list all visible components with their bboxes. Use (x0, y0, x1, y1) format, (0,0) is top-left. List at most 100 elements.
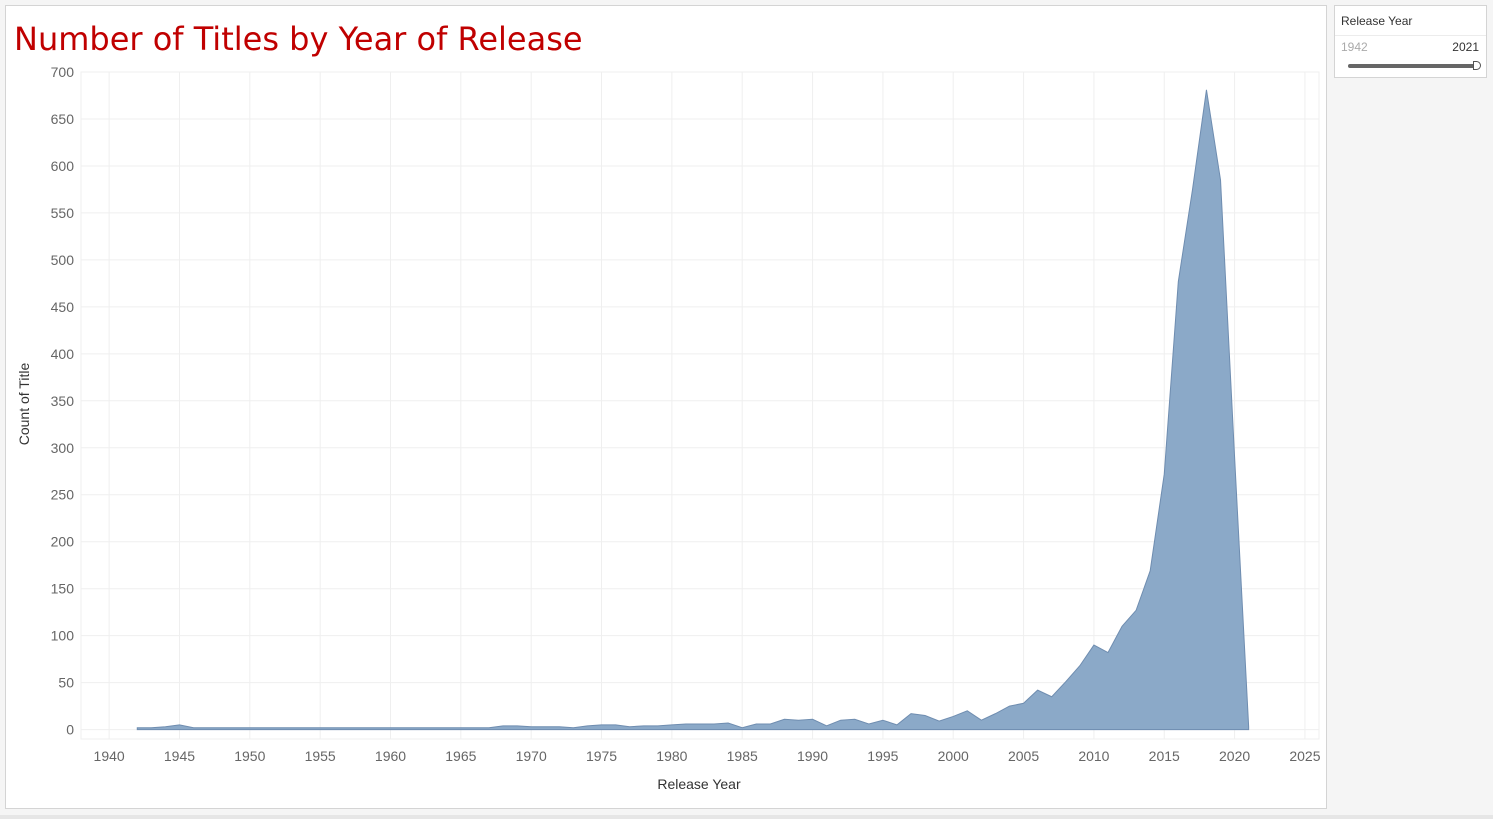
data-point[interactable] (669, 722, 675, 728)
data-point[interactable] (1232, 454, 1238, 460)
data-point[interactable] (1175, 278, 1181, 284)
data-point[interactable] (162, 724, 168, 730)
data-point[interactable] (880, 717, 886, 723)
y-tick-label: 350 (51, 393, 75, 409)
data-point[interactable] (345, 725, 351, 731)
data-point[interactable] (1105, 650, 1111, 656)
data-point[interactable] (781, 716, 787, 722)
x-tick-label: 1985 (727, 748, 758, 764)
data-point[interactable] (1147, 568, 1153, 574)
data-point[interactable] (191, 725, 197, 731)
data-point[interactable] (950, 713, 956, 719)
data-point[interactable] (978, 717, 984, 723)
data-point[interactable] (458, 725, 464, 731)
data-point[interactable] (838, 717, 844, 723)
chart-title: Number of Titles by Year of Release (14, 20, 583, 58)
data-point[interactable] (683, 721, 689, 727)
data-point[interactable] (824, 723, 830, 729)
data-point[interactable] (964, 708, 970, 714)
range-slider-track[interactable] (1348, 64, 1476, 68)
data-point[interactable] (599, 722, 605, 728)
data-point[interactable] (416, 725, 422, 731)
data-point[interactable] (247, 725, 253, 731)
data-point[interactable] (739, 725, 745, 731)
y-tick-label: 0 (66, 722, 74, 738)
data-point[interactable] (233, 725, 239, 731)
data-point[interactable] (584, 723, 590, 729)
x-tick-label: 1990 (797, 748, 828, 764)
data-point[interactable] (1161, 471, 1167, 477)
data-point[interactable] (556, 724, 562, 730)
data-point[interactable] (936, 718, 942, 724)
data-point[interactable] (1091, 642, 1097, 648)
data-point[interactable] (430, 725, 436, 731)
data-point[interactable] (1189, 187, 1195, 193)
data-point[interactable] (1035, 687, 1041, 693)
data-point[interactable] (205, 725, 211, 731)
data-point[interactable] (908, 711, 914, 717)
data-point[interactable] (486, 725, 492, 731)
data-point[interactable] (1063, 679, 1069, 685)
data-point[interactable] (655, 723, 661, 729)
data-point[interactable] (1246, 724, 1252, 730)
data-point[interactable] (1077, 663, 1083, 669)
filter-min-value: 1942 (1341, 40, 1368, 54)
data-point[interactable] (134, 725, 140, 731)
data-point[interactable] (1133, 607, 1139, 613)
data-point[interactable] (261, 725, 267, 731)
data-point[interactable] (641, 723, 647, 729)
data-point[interactable] (402, 725, 408, 731)
data-point[interactable] (767, 721, 773, 727)
data-point[interactable] (852, 716, 858, 722)
data-point[interactable] (1021, 700, 1027, 706)
range-slider-handle-icon[interactable] (1473, 61, 1481, 70)
data-point[interactable] (331, 725, 337, 731)
data-point[interactable] (373, 725, 379, 731)
data-point[interactable] (219, 725, 225, 731)
data-point[interactable] (359, 725, 365, 731)
data-point[interactable] (753, 721, 759, 727)
data-point[interactable] (303, 725, 309, 731)
data-point[interactable] (1218, 177, 1224, 183)
x-axis-ticks: 1940 1945 1950 1955 1960 1965 1970 1975 1980 1985… (94, 748, 1321, 764)
data-point[interactable] (810, 716, 816, 722)
data-point[interactable] (627, 724, 633, 730)
data-point[interactable] (711, 721, 717, 727)
data-point[interactable] (795, 717, 801, 723)
data-point[interactable] (1049, 694, 1055, 700)
data-point[interactable] (275, 725, 281, 731)
data-point[interactable] (500, 723, 506, 729)
x-tick-label: 2020 (1219, 748, 1250, 764)
data-point[interactable] (570, 725, 576, 731)
data-point[interactable] (528, 724, 534, 730)
data-point[interactable] (1119, 623, 1125, 629)
data-point[interactable] (317, 725, 323, 731)
y-tick-label: 200 (51, 534, 75, 550)
data-point[interactable] (866, 721, 872, 727)
data-point[interactable] (922, 713, 928, 719)
area-series[interactable] (136, 89, 1250, 731)
data-point[interactable] (992, 711, 998, 717)
data-point[interactable] (894, 722, 900, 728)
x-tick-label: 1970 (516, 748, 547, 764)
y-tick-label: 400 (51, 346, 75, 362)
data-point[interactable] (1007, 703, 1013, 709)
release-year-filter[interactable]: Release Year 1942 2021 (1334, 5, 1487, 78)
data-point[interactable] (542, 724, 548, 730)
data-point[interactable] (388, 725, 394, 731)
data-point[interactable] (176, 722, 182, 728)
data-point[interactable] (1203, 87, 1209, 93)
data-point[interactable] (697, 721, 703, 727)
data-point[interactable] (725, 720, 731, 726)
bottom-scrollbar (0, 815, 1493, 819)
y-tick-label: 600 (51, 158, 75, 174)
x-tick-label: 1960 (375, 748, 406, 764)
data-point[interactable] (613, 722, 619, 728)
data-point[interactable] (289, 725, 295, 731)
data-point[interactable] (148, 725, 154, 731)
area-chart[interactable]: 0 50 100 150 200 250 300 350 400 450 500 550 600 650 7… (6, 6, 1328, 810)
data-point[interactable] (444, 725, 450, 731)
data-point[interactable] (514, 723, 520, 729)
filter-title: Release Year (1335, 6, 1486, 36)
data-point[interactable] (472, 725, 478, 731)
